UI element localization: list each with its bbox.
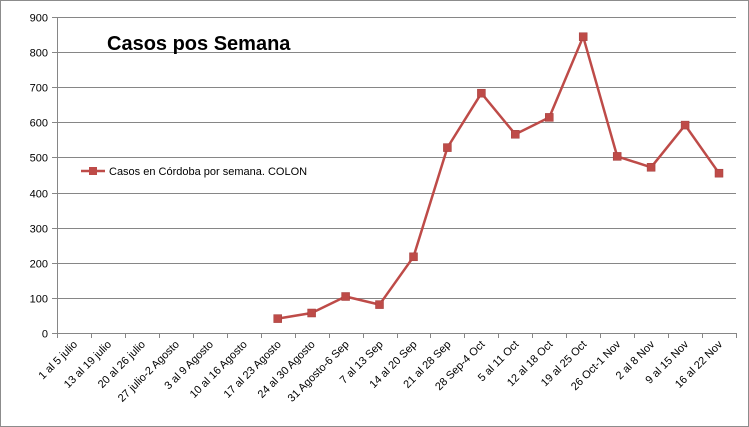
data-point	[307, 308, 316, 318]
y-tick-label: 400	[30, 189, 48, 201]
data-point	[409, 252, 418, 262]
x-tick-label: 27 julio-2 Agosto	[116, 339, 182, 405]
data-point	[612, 152, 622, 161]
y-tick-labels: 0 100 200 300 400 500 600 700 800 900	[30, 13, 48, 341]
y-tick-label: 700	[30, 83, 48, 95]
data-point	[646, 163, 656, 172]
data-point	[578, 32, 588, 41]
y-tick-label: 800	[30, 48, 48, 60]
data-point	[680, 120, 690, 130]
data-point	[545, 113, 554, 122]
y-tick-label: 300	[30, 224, 48, 236]
series-line	[277, 35, 721, 320]
data-point	[477, 88, 486, 98]
y-tick-label: 200	[30, 259, 48, 271]
data-point	[511, 130, 520, 139]
y-tick-label: 100	[30, 294, 48, 306]
legend: Casos en Córdoba por semana. COLON	[81, 166, 307, 178]
chart-title: Casos pos Semana	[107, 33, 291, 55]
y-tick-label: 900	[30, 13, 48, 25]
data-point	[443, 143, 452, 152]
y-tick-label: 0	[42, 329, 48, 341]
series	[273, 32, 724, 323]
x-tick-label: 31 Agosto-6 Sep	[286, 339, 352, 405]
gridlines	[57, 17, 736, 299]
y-tick-label: 500	[30, 153, 48, 165]
data-point	[375, 300, 384, 309]
legend-marker	[89, 167, 97, 175]
data-point	[714, 168, 724, 178]
data-point	[273, 314, 282, 323]
data-point	[341, 292, 350, 301]
legend-label: Casos en Córdoba por semana. COLON	[109, 166, 307, 178]
y-tick-label: 600	[30, 118, 48, 130]
axes	[52, 17, 737, 338]
